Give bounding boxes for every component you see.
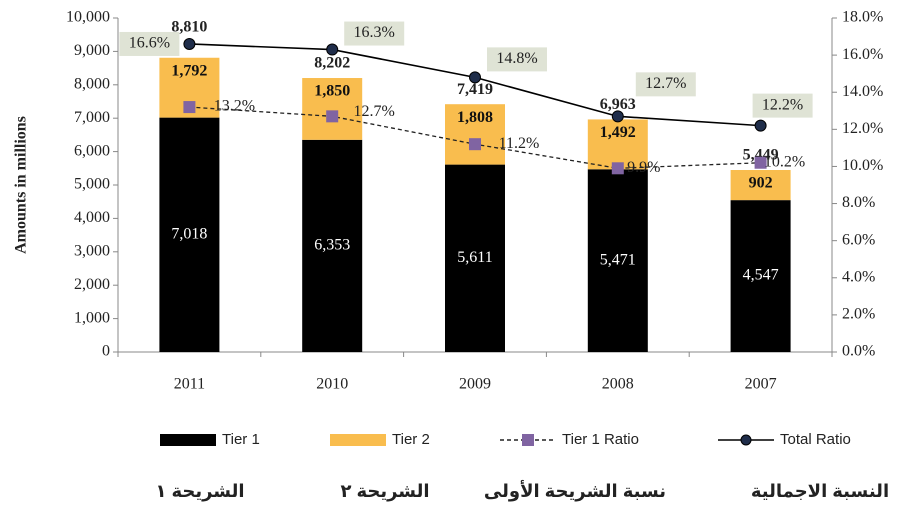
bar-segment xyxy=(445,164,505,352)
line-value-label: 9.9% xyxy=(627,159,660,176)
x-tick-label: 2011 xyxy=(174,376,205,393)
bar-segment xyxy=(730,170,791,201)
bar-value-label: 5,471 xyxy=(600,251,636,268)
legend-swatch xyxy=(160,434,216,446)
bar-value-label: 5,611 xyxy=(457,249,492,266)
point xyxy=(469,71,481,84)
line-value-label: 12.7% xyxy=(645,75,686,92)
bar-value-label: 1,492 xyxy=(600,124,636,141)
y-tick-label: 8,000 xyxy=(74,75,110,92)
y2-tick-label: 8.0% xyxy=(842,194,875,211)
line-value-label: 12.2% xyxy=(762,96,803,113)
line-value-label: 16.3% xyxy=(354,24,395,41)
y2-tick-label: 18.0% xyxy=(842,9,883,26)
y-tick-label: 10,000 xyxy=(66,9,110,26)
y-tick-label: 3,000 xyxy=(74,242,110,259)
bar-segment xyxy=(302,139,363,352)
legend-marker xyxy=(740,434,752,446)
y2-tick-label: 2.0% xyxy=(842,306,875,323)
total-label: 5,449 xyxy=(743,147,779,164)
legend-label: Tier 2 xyxy=(392,431,430,448)
line-value-label: 16.6% xyxy=(129,35,170,52)
y-tick-label: 4,000 xyxy=(74,209,110,226)
bar-value-label: 7,018 xyxy=(171,225,207,242)
label-box xyxy=(752,93,813,118)
line-value-label: 10.2% xyxy=(764,153,805,170)
y2-tick-label: 14.0% xyxy=(842,83,883,100)
label-box xyxy=(119,31,180,56)
total-label: 7,419 xyxy=(457,81,493,98)
line-value-label: 12.7% xyxy=(354,103,395,120)
bar-segment xyxy=(587,169,648,352)
bar-value-label: 4,547 xyxy=(743,267,779,284)
y-tick-label: 1,000 xyxy=(74,309,110,326)
legend-swatch xyxy=(330,434,386,446)
legend-label: Total Ratio xyxy=(780,431,851,448)
point xyxy=(183,101,196,114)
y2-tick-label: 4.0% xyxy=(842,268,875,285)
point xyxy=(611,110,624,123)
x-tick-label: 2010 xyxy=(316,376,348,393)
legend-label: Tier 1 Ratio xyxy=(562,431,639,448)
y-tick-label: 6,000 xyxy=(74,142,110,159)
arabic-label: النسبة الاجمالية xyxy=(751,481,889,501)
y2-tick-label: 0.0% xyxy=(842,343,875,360)
total-label: 8,810 xyxy=(171,18,207,35)
y-tick-label: 2,000 xyxy=(74,276,110,293)
bar-segment xyxy=(445,104,505,165)
x-tick-label: 2009 xyxy=(459,376,491,393)
arabic-label: الشريحة ١ xyxy=(155,481,244,502)
bar-value-label: 6,353 xyxy=(314,237,350,254)
point xyxy=(754,156,767,169)
point xyxy=(326,43,339,56)
label-box xyxy=(344,21,405,46)
arabic-label: نسبة الشريحة الأولى xyxy=(484,480,666,502)
y-tick-label: 7,000 xyxy=(74,109,110,126)
point xyxy=(611,162,624,175)
label-box xyxy=(635,72,696,97)
y-tick-label: 9,000 xyxy=(74,42,110,59)
bar-value-label: 1,850 xyxy=(314,83,350,100)
y2-tick-label: 12.0% xyxy=(842,120,883,137)
line-value-label: 13.2% xyxy=(214,98,255,115)
y-tick-label: 5,000 xyxy=(74,176,110,193)
legend-label: Tier 1 xyxy=(222,431,260,448)
total-label: 6,963 xyxy=(600,96,636,113)
total-label: 8,202 xyxy=(314,55,350,72)
bar-segment xyxy=(730,200,791,352)
legend-marker xyxy=(522,434,534,446)
y-axis-label: Amounts in millions xyxy=(13,116,30,254)
bar-value-label: 1,792 xyxy=(171,62,207,79)
y2-tick-label: 10.0% xyxy=(842,157,883,174)
arabic-label: الشريحة ٢ xyxy=(340,481,429,502)
point xyxy=(183,37,196,50)
y2-tick-label: 16.0% xyxy=(842,46,883,63)
line-value-label: 11.2% xyxy=(499,135,540,152)
point xyxy=(754,119,767,132)
bar-value-label: 902 xyxy=(749,175,773,192)
point xyxy=(326,110,339,123)
y-tick-label: 0 xyxy=(102,343,110,360)
bar-segment xyxy=(302,78,363,140)
y2-tick-label: 6.0% xyxy=(842,231,875,248)
point xyxy=(469,138,481,151)
bar-segment xyxy=(159,117,220,352)
label-box xyxy=(487,47,547,72)
x-tick-label: 2008 xyxy=(602,376,634,393)
x-tick-label: 2007 xyxy=(745,376,777,393)
line-value-label: 14.8% xyxy=(496,50,537,67)
bar-value-label: 1,808 xyxy=(457,109,493,126)
bar-segment xyxy=(587,119,648,170)
